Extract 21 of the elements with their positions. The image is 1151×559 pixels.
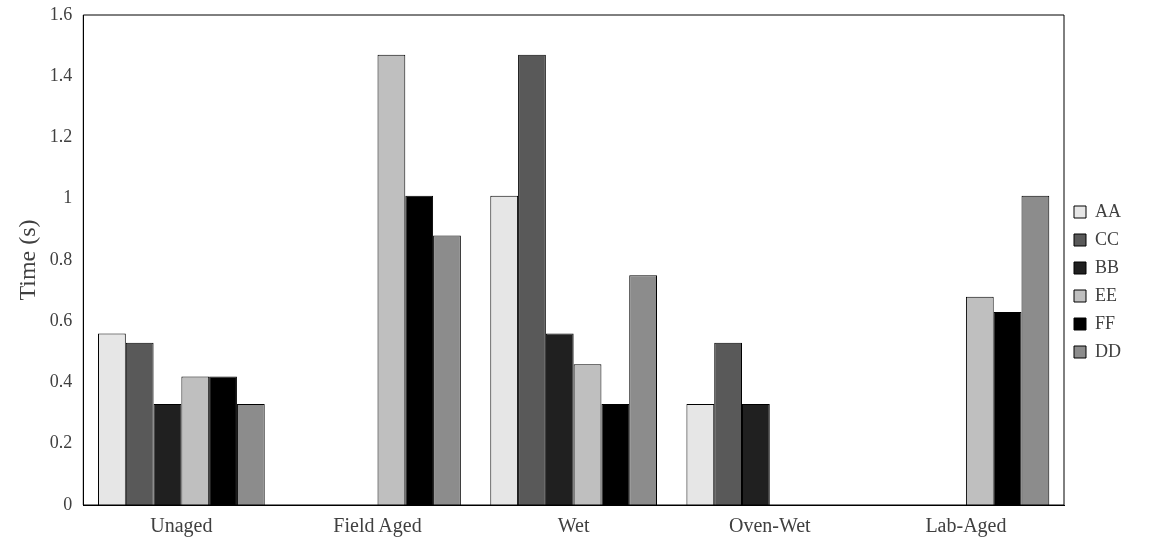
x-tick-label: Unaged: [150, 514, 213, 538]
y-tick-label: 1.4: [49, 64, 73, 85]
legend-label: FF: [1095, 312, 1116, 333]
legend-label: AA: [1095, 200, 1121, 221]
y-tick-label: 1.2: [49, 126, 73, 147]
legend-label: DD: [1095, 340, 1121, 361]
y-tick-label: 1: [63, 187, 73, 208]
x-tick-label: Wet: [557, 514, 590, 537]
y-tick-label: 1.6: [49, 3, 73, 24]
legend-label: EE: [1095, 284, 1117, 305]
y-tick-label: 0.8: [49, 248, 73, 269]
y-axis-title: Time (s): [13, 219, 40, 301]
x-tick-label: Oven-Wet: [728, 514, 812, 537]
y-tick-label: 0.4: [49, 371, 73, 392]
y-tick-label: 0.6: [49, 309, 73, 330]
x-tick-label: Field Aged: [333, 514, 422, 538]
y-tick-label: 0.2: [49, 432, 73, 453]
y-tick-label: 0: [63, 493, 73, 514]
x-tick-label: Lab-Aged: [925, 514, 1007, 538]
legend-label: CC: [1095, 228, 1120, 249]
legend-label: BB: [1095, 256, 1120, 277]
